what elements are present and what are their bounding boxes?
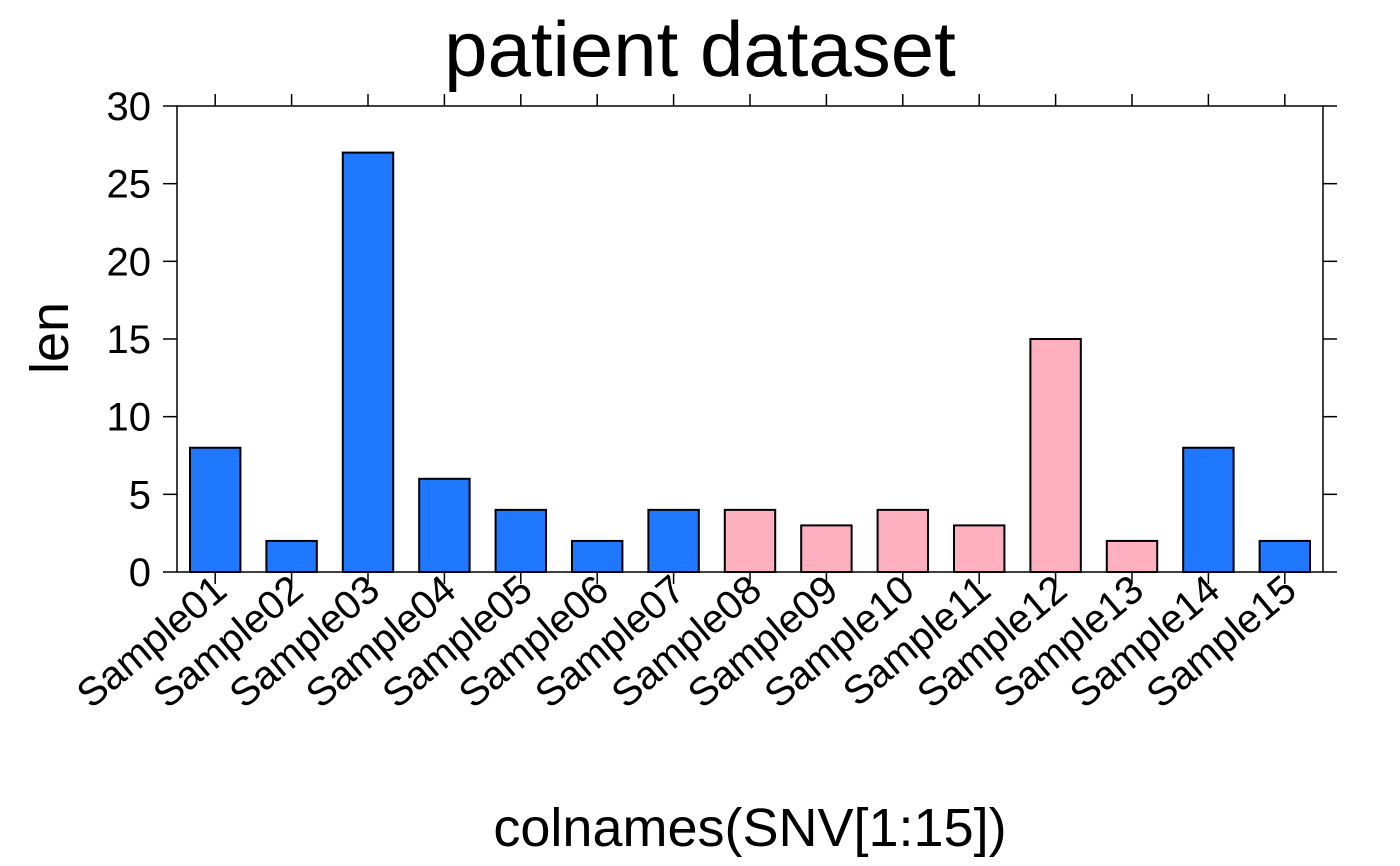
y-tick-label: 30 bbox=[107, 85, 152, 129]
bar-sample14 bbox=[1182, 446, 1235, 574]
y-tick-label: 20 bbox=[107, 240, 152, 284]
bar-sample01 bbox=[188, 446, 242, 574]
bar-sample15 bbox=[1258, 539, 1312, 573]
bar-sample02 bbox=[265, 539, 318, 573]
bar-sample03 bbox=[341, 151, 395, 573]
bar-sample04 bbox=[418, 477, 471, 573]
bar-sample08 bbox=[723, 508, 777, 573]
bar-sample13 bbox=[1105, 539, 1159, 573]
bar-sample05 bbox=[494, 508, 548, 573]
bar-sample09 bbox=[800, 524, 853, 574]
y-tick-label: 0 bbox=[129, 551, 151, 595]
bar-sample12 bbox=[1029, 338, 1082, 573]
bar-sample11 bbox=[952, 524, 1006, 574]
y-tick-label: 10 bbox=[107, 396, 152, 440]
bar-sample10 bbox=[876, 508, 930, 573]
y-tick-label: 5 bbox=[129, 473, 151, 517]
x-ticks-group: Sample01Sample02Sample03Sample04Sample05… bbox=[69, 94, 1305, 717]
chart-title: patient dataset bbox=[444, 5, 956, 93]
y-ticks-group: 0 5 10 15 20 25 30 bbox=[107, 85, 1337, 595]
y-axis-label: len bbox=[20, 302, 80, 374]
bars-group bbox=[188, 151, 1312, 574]
x-axis-label: colnames(SNV[1:15]) bbox=[493, 798, 1006, 858]
y-tick-label: 15 bbox=[107, 318, 152, 362]
bar-sample06 bbox=[570, 539, 624, 573]
y-tick-label: 25 bbox=[107, 163, 152, 207]
bar-sample07 bbox=[647, 508, 700, 573]
